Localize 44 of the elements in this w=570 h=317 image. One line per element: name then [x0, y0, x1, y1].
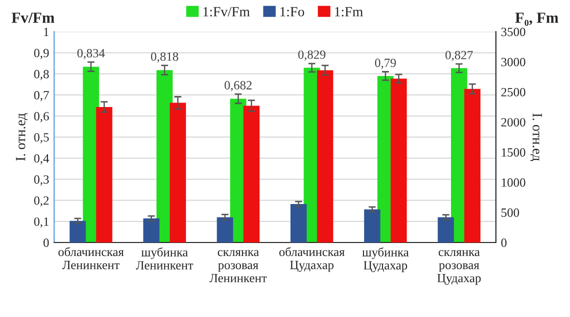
data-label: 0,827	[446, 50, 473, 62]
y-tick-label: 1	[44, 28, 49, 36]
data-label: 0,818	[151, 52, 178, 63]
legend-label: 1:Fv/Fm	[203, 7, 250, 16]
x-tick-label: облачинская Ленинкент	[58, 247, 124, 270]
y2-tick-label: 2500	[501, 88, 526, 96]
data-label: 0,79	[375, 58, 396, 69]
y-tick-label: 0,2	[34, 196, 49, 207]
bar	[290, 204, 307, 243]
y-tick-label: 0,4	[34, 154, 50, 164]
y2-tick-label: 0	[501, 238, 507, 247]
bar	[364, 209, 380, 243]
y2-tick-label: 3500	[501, 28, 526, 36]
y-tick-label: 0,5	[34, 133, 49, 144]
bar	[438, 217, 454, 243]
y-tick-label: 0	[44, 238, 49, 247]
y2-tick-label: 1000	[502, 178, 526, 187]
legend-label: 1:Fm	[335, 7, 363, 16]
data-label: 0,834	[77, 48, 105, 60]
x-tick-label: склянка розовая Цудахар	[437, 250, 481, 285]
y-tick-label: 0,8	[34, 70, 49, 80]
y2-tick-label: 3000	[501, 58, 526, 66]
text: F₀, Fm	[515, 12, 558, 26]
bar	[143, 218, 160, 243]
x-tick-label: облачинская Цудахар	[279, 247, 345, 272]
y-tick-label: 0,3	[34, 175, 49, 186]
text: Fv/Fm	[12, 12, 54, 23]
y-tick-label: 0,9	[34, 48, 49, 60]
data-label: 0,682	[224, 81, 252, 92]
x-tick-label: склянка розовая Ленинкент	[210, 250, 267, 282]
x-tick-label: шубинка Ленинкент	[136, 247, 194, 270]
x-tick-label: шубинка Цудахар	[362, 247, 409, 272]
bar	[70, 220, 86, 243]
data-label: 0,829	[298, 50, 326, 61]
y-tick-label: 0,7	[34, 90, 49, 102]
y2-tick-label: 1500	[502, 148, 526, 157]
bar	[216, 217, 234, 243]
y-axis-title: I. отн.ед	[16, 113, 28, 161]
y2-axis-title: I. отн.ед	[530, 113, 542, 161]
legend-label: 1:Fo	[280, 7, 304, 16]
y-tick-label: 0,1	[34, 217, 49, 228]
y2-tick-label: 2000	[501, 118, 526, 127]
y-tick-label: 0,6	[34, 112, 49, 122]
y2-tick-label: 500	[501, 208, 520, 217]
